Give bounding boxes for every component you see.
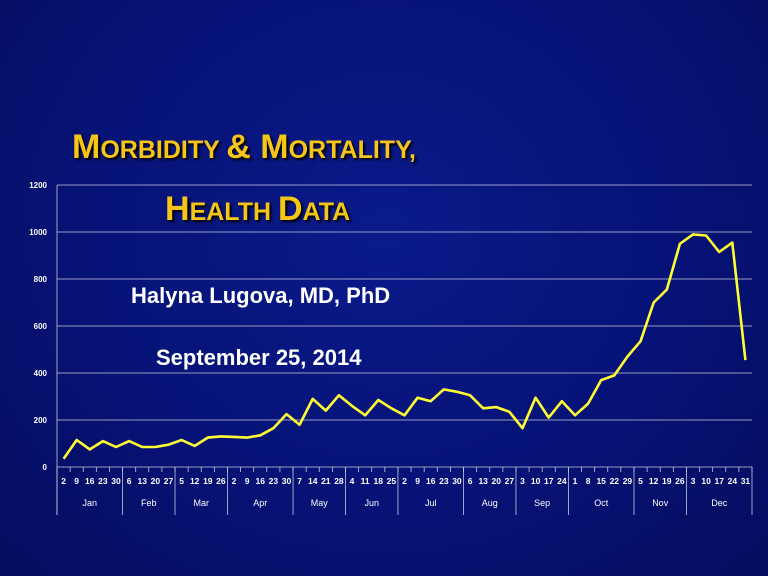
axes bbox=[56, 185, 753, 515]
title-line2-segment-0: H bbox=[165, 190, 190, 228]
x-tick-label-24: 18 bbox=[374, 476, 384, 486]
title-line1-segment-3: ORTALITY, bbox=[288, 136, 416, 164]
x-tick-label-49: 10 bbox=[701, 476, 711, 486]
y-tick-200: 200 bbox=[34, 416, 48, 425]
y-tick-600: 600 bbox=[34, 322, 48, 331]
slide-title-line1: MORBIDITY & MORTALITY, bbox=[72, 128, 416, 167]
x-tick-label-21: 28 bbox=[334, 476, 344, 486]
x-tick-label-23: 11 bbox=[361, 476, 370, 486]
x-tick-label-38: 24 bbox=[557, 476, 567, 486]
x-tick-label-35: 3 bbox=[520, 476, 525, 486]
x-tick-label-14: 9 bbox=[245, 476, 250, 486]
y-tick-1000: 1000 bbox=[29, 228, 47, 237]
x-tick-label-33: 20 bbox=[492, 476, 502, 486]
month-label-may: May bbox=[311, 498, 329, 508]
x-tick-label-19: 14 bbox=[308, 476, 318, 486]
x-tick-label-11: 19 bbox=[203, 476, 213, 486]
month-label-sep: Sep bbox=[534, 498, 550, 508]
title-line1-segment-0: M bbox=[72, 128, 101, 166]
y-tick-800: 800 bbox=[34, 275, 48, 284]
x-tick-label-43: 29 bbox=[623, 476, 633, 486]
y-tick-0: 0 bbox=[43, 463, 48, 472]
x-tick-label-40: 8 bbox=[586, 476, 591, 486]
title-line1-segment-2: & M bbox=[226, 128, 289, 166]
month-label-feb: Feb bbox=[141, 498, 157, 508]
month-label-jul: Jul bbox=[425, 498, 437, 508]
x-tick-label-41: 15 bbox=[596, 476, 606, 486]
y-tick-400: 400 bbox=[34, 369, 48, 378]
x-tick-label-42: 22 bbox=[610, 476, 620, 486]
x-tick-label-3: 23 bbox=[98, 476, 108, 486]
x-tick-label-8: 27 bbox=[164, 476, 174, 486]
x-tick-label-47: 26 bbox=[675, 476, 685, 486]
x-tick-label-31: 6 bbox=[468, 476, 473, 486]
month-label-aug: Aug bbox=[482, 498, 498, 508]
x-tick-label-37: 17 bbox=[544, 476, 554, 486]
title-line2-segment-3: ATA bbox=[302, 198, 351, 226]
x-tick-label-51: 24 bbox=[728, 476, 738, 486]
x-tick-label-2: 16 bbox=[85, 476, 95, 486]
gridlines bbox=[57, 184, 752, 421]
y-tick-labels: 0 200 400 600 800 1000 1200 bbox=[29, 181, 47, 472]
x-tick-labels: 2 9 16 23 30 6 13 20 27 5 12 19 26 2 9 16 23 30 7 14 21 28 4 11… bbox=[61, 476, 750, 486]
x-tick-label-12: 26 bbox=[216, 476, 226, 486]
month-label-jun: Jun bbox=[364, 498, 379, 508]
month-label-jan: Jan bbox=[83, 498, 98, 508]
month-label-dec: Dec bbox=[711, 498, 728, 508]
x-tick-label-6: 13 bbox=[138, 476, 148, 486]
title-line2-segment-1: EALTH bbox=[189, 198, 278, 226]
x-tick-label-17: 30 bbox=[282, 476, 292, 486]
x-tick-label-1: 9 bbox=[74, 476, 79, 486]
x-tick-label-10: 12 bbox=[190, 476, 200, 486]
presentation-date: September 25, 2014 bbox=[156, 345, 362, 370]
x-tick-label-44: 5 bbox=[638, 476, 643, 486]
x-tick-label-5: 6 bbox=[127, 476, 132, 486]
author-name: Halyna Lugova, MD, PhD bbox=[131, 283, 391, 308]
slide-title-line2: HEALTH DATA bbox=[165, 190, 350, 229]
x-tick-label-50: 17 bbox=[714, 476, 724, 486]
x-tick-label-34: 27 bbox=[505, 476, 515, 486]
x-tick-label-25: 25 bbox=[387, 476, 397, 486]
x-tick-label-28: 16 bbox=[426, 476, 436, 486]
x-tick-label-36: 10 bbox=[531, 476, 541, 486]
x-tick-label-0: 2 bbox=[61, 476, 66, 486]
month-label-apr: Apr bbox=[253, 498, 267, 508]
x-tick-label-16: 23 bbox=[269, 476, 279, 486]
x-tick-label-29: 23 bbox=[439, 476, 449, 486]
x-tick-label-20: 21 bbox=[321, 476, 331, 486]
month-label-nov: Nov bbox=[652, 498, 669, 508]
data-series bbox=[62, 233, 747, 460]
x-tick-label-18: 7 bbox=[297, 476, 302, 486]
month-labels: Jan Feb Mar Apr May Jun Jul Aug Sep Oct Nov Dec bbox=[83, 498, 728, 508]
x-tick-label-39: 1 bbox=[573, 476, 578, 486]
x-tick-label-52: 31 bbox=[741, 476, 751, 486]
x-tick-label-27: 9 bbox=[415, 476, 420, 486]
x-tick-label-45: 12 bbox=[649, 476, 659, 486]
x-tick-label-4: 30 bbox=[111, 476, 121, 486]
x-tick-label-9: 5 bbox=[179, 476, 184, 486]
title-line2-segment-2: D bbox=[277, 190, 303, 228]
x-tick-label-13: 2 bbox=[232, 476, 237, 486]
month-label-oct: Oct bbox=[594, 498, 609, 508]
month-label-mar: Mar bbox=[193, 498, 209, 508]
x-tick-label-32: 13 bbox=[478, 476, 488, 486]
x-tick-label-46: 19 bbox=[662, 476, 672, 486]
x-tick-label-7: 20 bbox=[151, 476, 161, 486]
title-line1-segment-1: ORBIDITY bbox=[100, 136, 227, 164]
x-tick-label-30: 30 bbox=[452, 476, 462, 486]
x-tick-label-48: 3 bbox=[691, 476, 696, 486]
x-tick-label-15: 16 bbox=[256, 476, 266, 486]
y-tick-1200: 1200 bbox=[29, 181, 47, 190]
x-tick-label-22: 4 bbox=[350, 476, 355, 486]
x-tick-label-26: 2 bbox=[402, 476, 407, 486]
